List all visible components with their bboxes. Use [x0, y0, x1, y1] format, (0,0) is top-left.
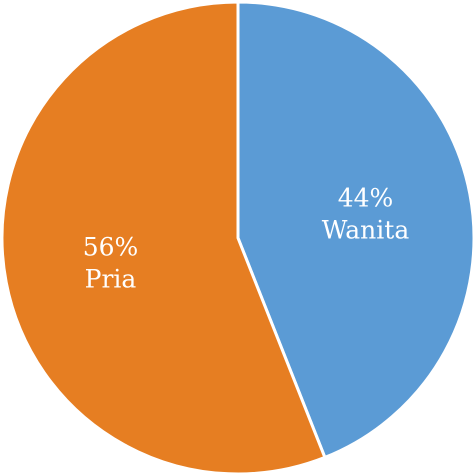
pie-slice-pria	[0, 0, 327, 476]
data-label-value-pria: 56%	[83, 232, 139, 261]
data-label-value-wanita: 44%	[338, 184, 394, 213]
pie-slice-wanita	[236, 0, 476, 459]
pie-labels: 44% Wanita 56% Pria	[83, 184, 410, 294]
data-label-category-wanita: Wanita	[322, 216, 410, 245]
data-label-category-pria: Pria	[85, 264, 137, 293]
